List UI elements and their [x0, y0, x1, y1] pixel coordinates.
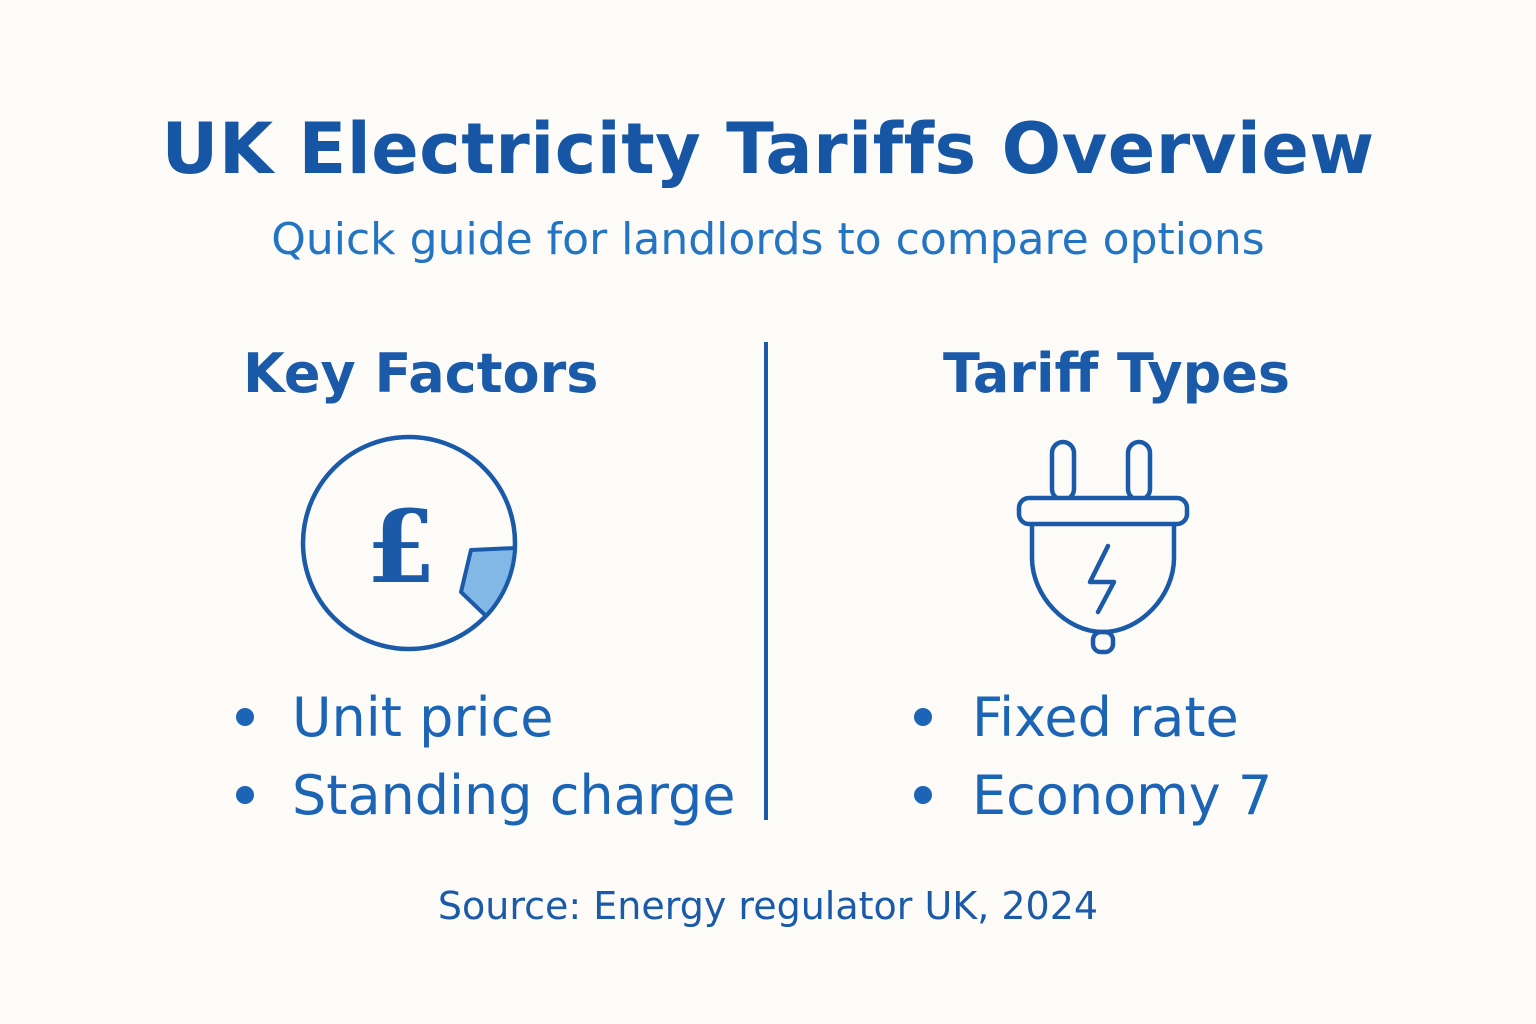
bullet-dot-icon: [914, 708, 932, 726]
list-item: Standing charge: [236, 756, 735, 834]
list-item: Fixed rate: [914, 678, 1272, 756]
source-note: Source: Energy regulator UK, 2024: [437, 884, 1099, 928]
list-item-label: Unit price: [292, 685, 554, 749]
tariff-types-list: Fixed rate Economy 7: [914, 678, 1272, 834]
key-factors-list: Unit price Standing charge: [236, 678, 735, 834]
page-title: UK Electricity Tariffs Overview: [161, 108, 1375, 190]
key-factors-heading: Key Factors: [243, 342, 599, 405]
tariff-types-heading: Tariff Types: [943, 342, 1291, 405]
page-subtitle: Quick guide for landlords to compare opt…: [271, 214, 1265, 265]
list-item-label: Economy 7: [972, 763, 1273, 827]
column-divider: [764, 342, 768, 820]
pound-coin-icon: £: [300, 434, 518, 652]
list-item: Unit price: [236, 678, 735, 756]
list-item-label: Standing charge: [292, 763, 736, 827]
bullet-dot-icon: [236, 786, 254, 804]
list-item-label: Fixed rate: [972, 685, 1239, 749]
list-item: Economy 7: [914, 756, 1272, 834]
bullet-dot-icon: [914, 786, 932, 804]
svg-text:£: £: [366, 488, 436, 606]
bullet-dot-icon: [236, 708, 254, 726]
electric-plug-icon: [1016, 439, 1190, 655]
